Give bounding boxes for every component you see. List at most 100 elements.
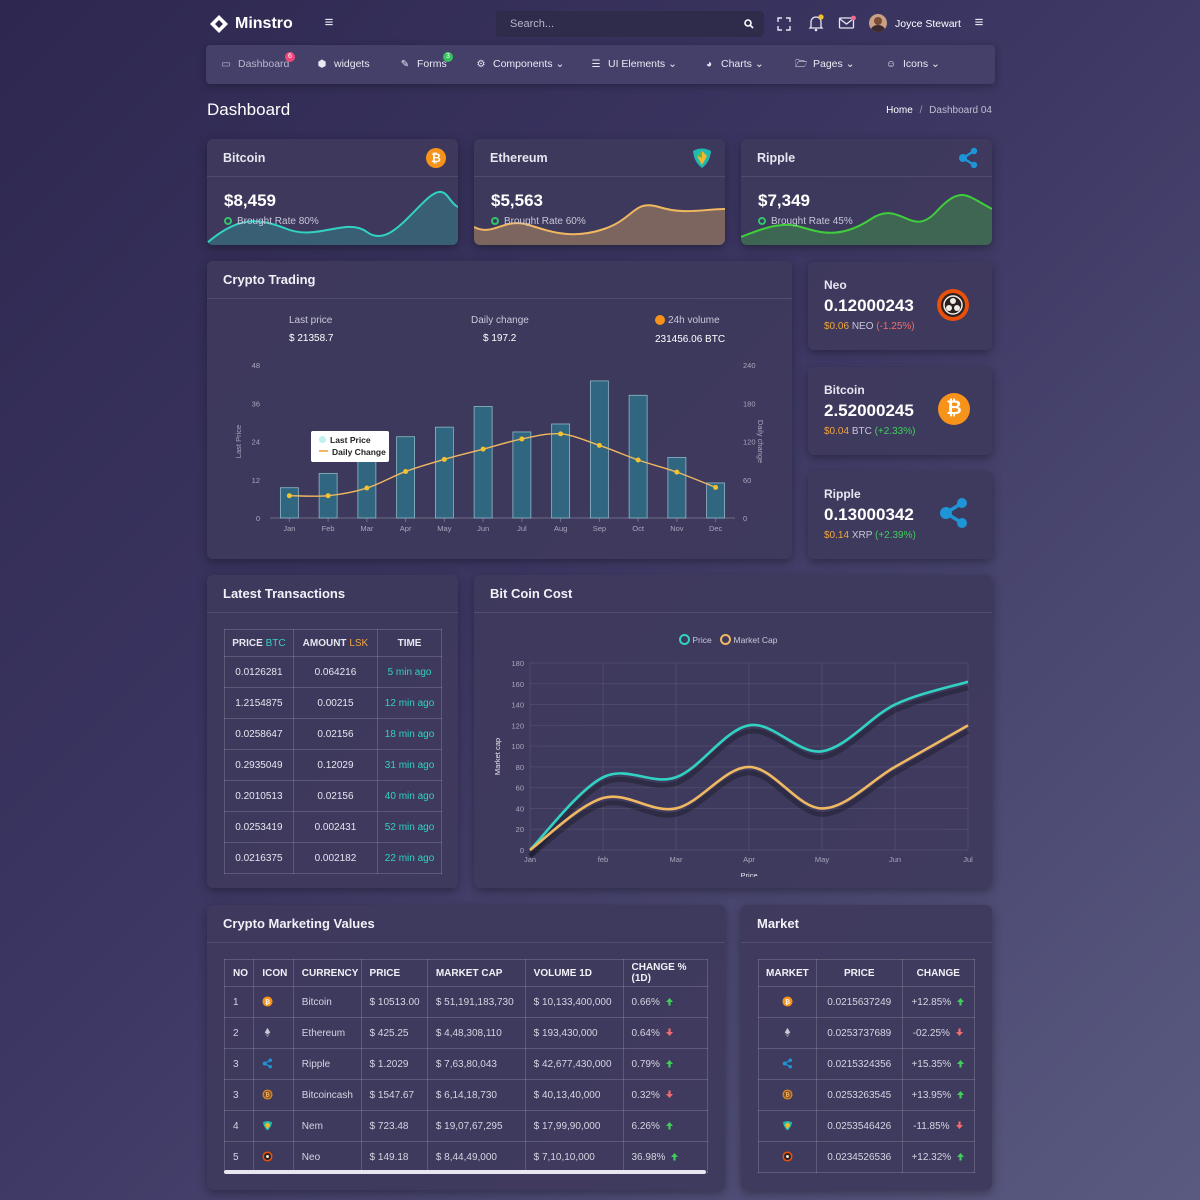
last-price-value: $ 21358.7 — [289, 333, 334, 344]
x-tick-label: Jun — [477, 524, 489, 533]
card-divider — [741, 176, 992, 177]
x-tick-label: feb — [598, 855, 608, 864]
search-placeholder: Search... — [510, 18, 555, 30]
ripple-icon — [940, 498, 967, 528]
nav-item-ui-elements[interactable]: ☰ UI Elements ⌄ — [590, 45, 677, 84]
legend-swatch-market-cap — [720, 634, 732, 645]
line-point[interactable] — [558, 431, 564, 437]
bar-mark[interactable] — [589, 380, 609, 519]
ripple-sparkline — [741, 194, 992, 245]
price-cell: $ 1547.67 — [360, 1079, 428, 1111]
x-tick-label: Apr — [400, 524, 412, 533]
avatar[interactable] — [869, 14, 887, 32]
price-cell: 0.0216375 — [224, 842, 294, 874]
bitcoin-icon: ₿ — [426, 148, 446, 168]
nav-item-pages[interactable]: 🗁 Pages ⌄ — [795, 45, 855, 84]
card-value: 0.12000243 — [824, 296, 914, 315]
y-tick-label: 180 — [511, 659, 524, 668]
nav-item-forms[interactable]: ✎ Forms — [399, 45, 447, 84]
nav-item-components[interactable]: ⚙ Components ⌄ — [475, 45, 565, 84]
line-point[interactable] — [441, 456, 447, 462]
ethereum-sparkline — [474, 204, 725, 245]
legend-swatch — [319, 450, 328, 452]
currency-icon-cell — [253, 1017, 294, 1049]
line-point[interactable] — [635, 457, 641, 463]
smile-icon: ☺ — [885, 59, 897, 70]
bar-mark[interactable] — [434, 426, 454, 519]
nav-item-icons[interactable]: ☺ Icons ⌄ — [885, 45, 940, 84]
notification-bell-icon[interactable] — [807, 14, 825, 32]
card-title: Crypto Trading — [223, 272, 316, 287]
bitcoincash-icon: ₿ — [782, 1089, 793, 1100]
price-cell: $ 723.48 — [360, 1110, 428, 1142]
time-cell: 5 min ago — [377, 656, 442, 688]
card-subtitle: $0.04 BTC (+2.33%) — [824, 426, 916, 437]
breadcrumb-home[interactable]: Home — [886, 105, 913, 116]
horizontal-scrollbar[interactable] — [224, 1170, 706, 1174]
amount-cell: 0.064216 — [292, 656, 379, 688]
mail-icon[interactable] — [838, 15, 856, 31]
legend-swatch-price — [679, 634, 690, 645]
bar-mark[interactable] — [551, 423, 571, 519]
line-point[interactable] — [364, 485, 370, 491]
line-point[interactable] — [286, 493, 292, 499]
x-tick-label: May — [437, 524, 451, 533]
price-cell: 0.0253737689 — [815, 1017, 903, 1049]
ripple-icon — [782, 1058, 792, 1069]
line-point[interactable] — [519, 436, 525, 442]
page-title: Dashboard — [207, 100, 291, 119]
y2-tick-label: 240 — [743, 361, 756, 370]
change-cell: 0.32% — [622, 1079, 708, 1111]
neo-icon — [262, 1151, 273, 1162]
line-point[interactable] — [480, 446, 486, 452]
line-point[interactable] — [596, 442, 602, 448]
bar-mark[interactable] — [667, 457, 687, 519]
y2-tick-label: 120 — [743, 438, 756, 447]
table-row: 1 ₿ Bitcoin $ 10513.00 $ 51,191,183,730 $ 10,… — [223, 986, 708, 1018]
table-row: ₿ 0.0253263545 +13.95% — [758, 1079, 976, 1111]
bar-mark[interactable] — [628, 394, 648, 519]
arrow-up-icon — [957, 997, 965, 1005]
line-point[interactable] — [713, 484, 719, 490]
series-shadow — [528, 685, 969, 858]
user-name[interactable]: Joyce Stewart — [895, 18, 961, 30]
x-tick-label: Jan — [283, 524, 295, 533]
card-divider — [207, 942, 725, 943]
price-cell: 0.0258647 — [224, 718, 294, 750]
bar-mark[interactable] — [473, 406, 493, 519]
change-cell: +12.85% — [901, 986, 976, 1018]
menu-toggle-icon[interactable]: ≡ — [324, 14, 334, 31]
neo-card: Neo 0.12000243 $0.06 NEO (-1.25%) — [808, 262, 992, 350]
search-icon[interactable] — [744, 19, 754, 29]
svg-text:₿: ₿ — [785, 1092, 790, 1099]
bar-mark[interactable] — [706, 482, 726, 519]
bar-mark[interactable] — [396, 436, 416, 519]
chevron-down-icon: ⌄ — [754, 58, 764, 70]
nav-item-widgets[interactable]: ⬢ widgets — [316, 45, 370, 84]
table-row: 0.0234526536 +12.32% — [758, 1141, 976, 1173]
nav-item-charts[interactable]: ◕ Charts ⌄ — [703, 45, 764, 84]
bitcoin-icon — [655, 315, 665, 326]
currency-name: Bitcoincash — [292, 1079, 362, 1111]
change-cell: 6.26% — [622, 1110, 708, 1142]
bar-mark[interactable] — [279, 487, 299, 519]
card-subtitle: $0.14 XRP (+2.39%) — [824, 530, 916, 541]
nav-item-dashboard[interactable]: ▭ Dashboard — [220, 45, 289, 84]
search-input[interactable]: Search... — [496, 11, 764, 37]
arrow-up-icon — [957, 1090, 965, 1098]
line-point[interactable] — [674, 469, 680, 475]
line-point[interactable] — [325, 493, 331, 499]
price-cell: 0.0253419 — [224, 811, 294, 843]
change-cell: +13.95% — [901, 1079, 976, 1111]
chart-legend: Price Market Cap — [679, 634, 777, 645]
bar-mark[interactable] — [512, 431, 532, 519]
fullscreen-icon[interactable] — [776, 16, 792, 32]
status-dot-icon — [491, 217, 499, 225]
price-cell: 0.0126281 — [224, 656, 294, 688]
crypto-marketing-card: Crypto Marketing Values NO ICON CURRENCY PR… — [207, 905, 725, 1190]
table-row: 0.0253546426 -11.85% — [758, 1110, 976, 1142]
settings-menu-icon[interactable]: ≡ — [974, 14, 984, 31]
line-point[interactable] — [403, 468, 409, 474]
y2-tick-label: 0 — [743, 514, 747, 523]
app-logo[interactable]: Minstro — [209, 12, 293, 36]
